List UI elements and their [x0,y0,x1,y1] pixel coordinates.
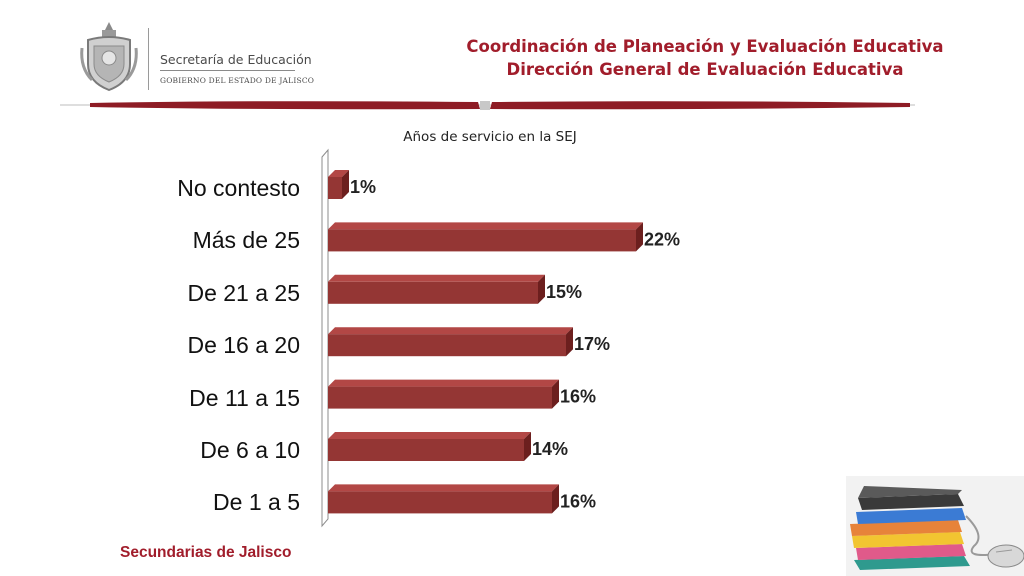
bar [328,222,643,252]
bar [328,170,349,199]
data-label: 16% [560,387,596,407]
sej-logo: Secretaría de Educación GOBIERNO DEL EST… [78,18,314,96]
category-label: No contesto [177,175,300,201]
jalisco-crest-icon [80,22,138,92]
category-label: De 6 a 10 [200,437,300,463]
books-and-mouse-image [846,476,1024,576]
logo-divider [148,28,149,90]
category-label: De 16 a 20 [187,332,300,359]
data-label: 15% [546,282,582,302]
category-label: Más de 25 [192,227,300,254]
footer-text: Secundarias de Jalisco [120,544,292,561]
category-label: De 21 a 25 [187,279,300,306]
data-label: 1% [350,177,376,197]
gov-name: GOBIERNO DEL ESTADO DE JALISCO [160,76,315,85]
header-title-line1: Coordinación de Planeación y Evaluación … [466,37,944,56]
data-label: 16% [560,491,596,511]
bar [328,274,545,304]
header-title-line2: Dirección General de Evaluación Educativ… [506,60,904,79]
bar [328,484,559,514]
category-label: De 1 a 5 [213,489,300,516]
logo-rule [160,70,295,71]
org-name: Secretaría de Educación [160,52,312,67]
category-label: De 11 a 15 [189,384,300,411]
chart-title: Años de servicio en la SEJ [403,129,577,145]
chart-back-wall [321,148,329,528]
data-label: 17% [574,334,610,354]
bar [328,379,559,409]
data-label: 14% [532,439,568,459]
header-decorative-band [60,101,915,110]
bar [328,327,573,357]
data-label: 22% [644,229,680,249]
bar [328,432,531,461]
